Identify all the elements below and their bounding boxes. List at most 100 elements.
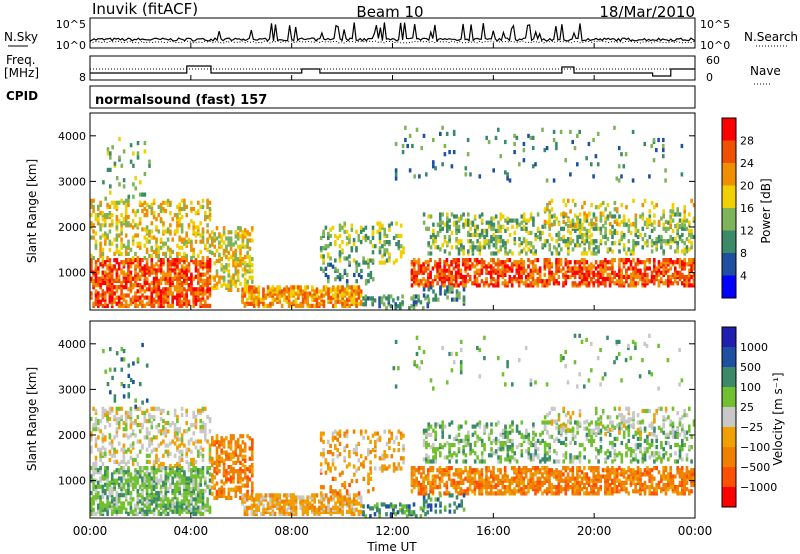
rti-cell	[122, 505, 126, 510]
rti-cell	[643, 264, 647, 269]
rti-cell	[569, 260, 572, 265]
rti-cell	[327, 275, 330, 280]
rti-cell	[653, 264, 656, 269]
rti-cell	[150, 437, 154, 442]
rti-cell	[169, 451, 172, 456]
rti-cell	[127, 264, 130, 269]
rti-cell	[529, 212, 533, 217]
rti-cell	[155, 497, 158, 502]
rti-cell	[104, 503, 107, 508]
rti-cell	[475, 283, 479, 288]
rti-cell	[683, 215, 686, 220]
rti-cell	[473, 224, 477, 229]
rti-cell	[287, 499, 291, 504]
rti-cell	[641, 245, 645, 250]
rti-cell	[152, 406, 156, 411]
rti-cell	[248, 465, 252, 470]
rti-cell	[213, 440, 216, 445]
rti-cell	[681, 222, 684, 227]
rti-cell	[369, 258, 372, 263]
rti-cell	[464, 283, 467, 288]
rti-cell	[674, 260, 677, 265]
rti-cell	[339, 299, 342, 304]
rti-cell	[653, 213, 656, 218]
rti-cell	[660, 241, 663, 246]
rti-cell	[164, 431, 168, 436]
rti-cell	[99, 235, 102, 240]
rti-cell	[166, 466, 170, 471]
rti-cell	[150, 509, 154, 514]
rti-cell	[225, 236, 228, 241]
rti-cell	[576, 266, 579, 271]
rti-cell	[178, 217, 181, 222]
rti-cell	[678, 237, 682, 242]
rti-cell	[394, 172, 398, 177]
rti-cell	[525, 251, 528, 256]
rti-cell	[127, 511, 130, 516]
rti-cell	[399, 254, 403, 259]
rti-cell	[131, 497, 135, 502]
rti-cell	[173, 433, 177, 438]
rti-cell	[650, 239, 654, 244]
rti-cell	[674, 224, 677, 229]
rti-cell	[657, 279, 661, 284]
rti-cell	[380, 296, 384, 301]
rti-cell	[329, 242, 332, 247]
rti-cell	[674, 249, 677, 254]
rti-cell	[145, 459, 149, 464]
rti-cell	[522, 216, 526, 221]
rti-cell	[199, 488, 202, 494]
rti-cell	[625, 205, 628, 210]
rti-cell	[264, 303, 268, 308]
rti-cell	[211, 285, 214, 290]
rti-cell	[227, 477, 231, 482]
rti-cell	[255, 295, 258, 300]
rti-cell	[332, 505, 335, 510]
rti-cell	[192, 441, 195, 446]
rti-cell	[350, 246, 354, 251]
rti-cell	[538, 266, 542, 271]
rti-cell	[173, 463, 177, 469]
rti-cell	[594, 266, 598, 271]
rti-cell	[199, 239, 202, 244]
rti-cell	[248, 495, 251, 500]
rti-cell	[618, 239, 621, 244]
rti-cell	[332, 285, 335, 290]
rti-cell	[215, 489, 219, 494]
rti-cell	[318, 295, 321, 300]
rti-cell	[148, 412, 151, 417]
rti-cell	[159, 202, 163, 207]
rti-cell	[222, 481, 226, 486]
rti-cell	[462, 212, 465, 217]
rti-cell	[169, 260, 172, 265]
rti-cell	[322, 493, 326, 498]
rti-cell	[143, 503, 147, 508]
rti-cell	[113, 470, 116, 475]
rti-cell	[473, 214, 477, 219]
rti-cell	[110, 406, 114, 411]
rti-cell	[646, 258, 649, 263]
rti-cell	[367, 235, 370, 241]
rti-cell	[139, 192, 142, 197]
rti-cell	[208, 416, 212, 422]
rti-cell	[566, 260, 570, 265]
rti-cell	[115, 509, 119, 514]
rti-cell	[120, 357, 124, 362]
sky-tick-top: 10^5	[56, 18, 86, 31]
rti-cell	[120, 280, 123, 286]
rti-cell	[664, 258, 668, 263]
rti-cell	[127, 363, 131, 368]
rti-cell	[643, 221, 647, 227]
rti-cell	[439, 291, 442, 296]
rti-cell	[410, 260, 414, 265]
rti-cell	[578, 220, 582, 225]
rti-cell	[473, 274, 477, 280]
rti-cell	[94, 427, 98, 432]
rti-cell	[106, 470, 109, 475]
rti-cell	[164, 291, 168, 296]
rti-cell	[550, 222, 554, 227]
rti-cell	[101, 255, 105, 261]
rti-cell	[173, 229, 177, 234]
rti-cell	[97, 419, 100, 424]
rti-cell	[620, 258, 623, 263]
